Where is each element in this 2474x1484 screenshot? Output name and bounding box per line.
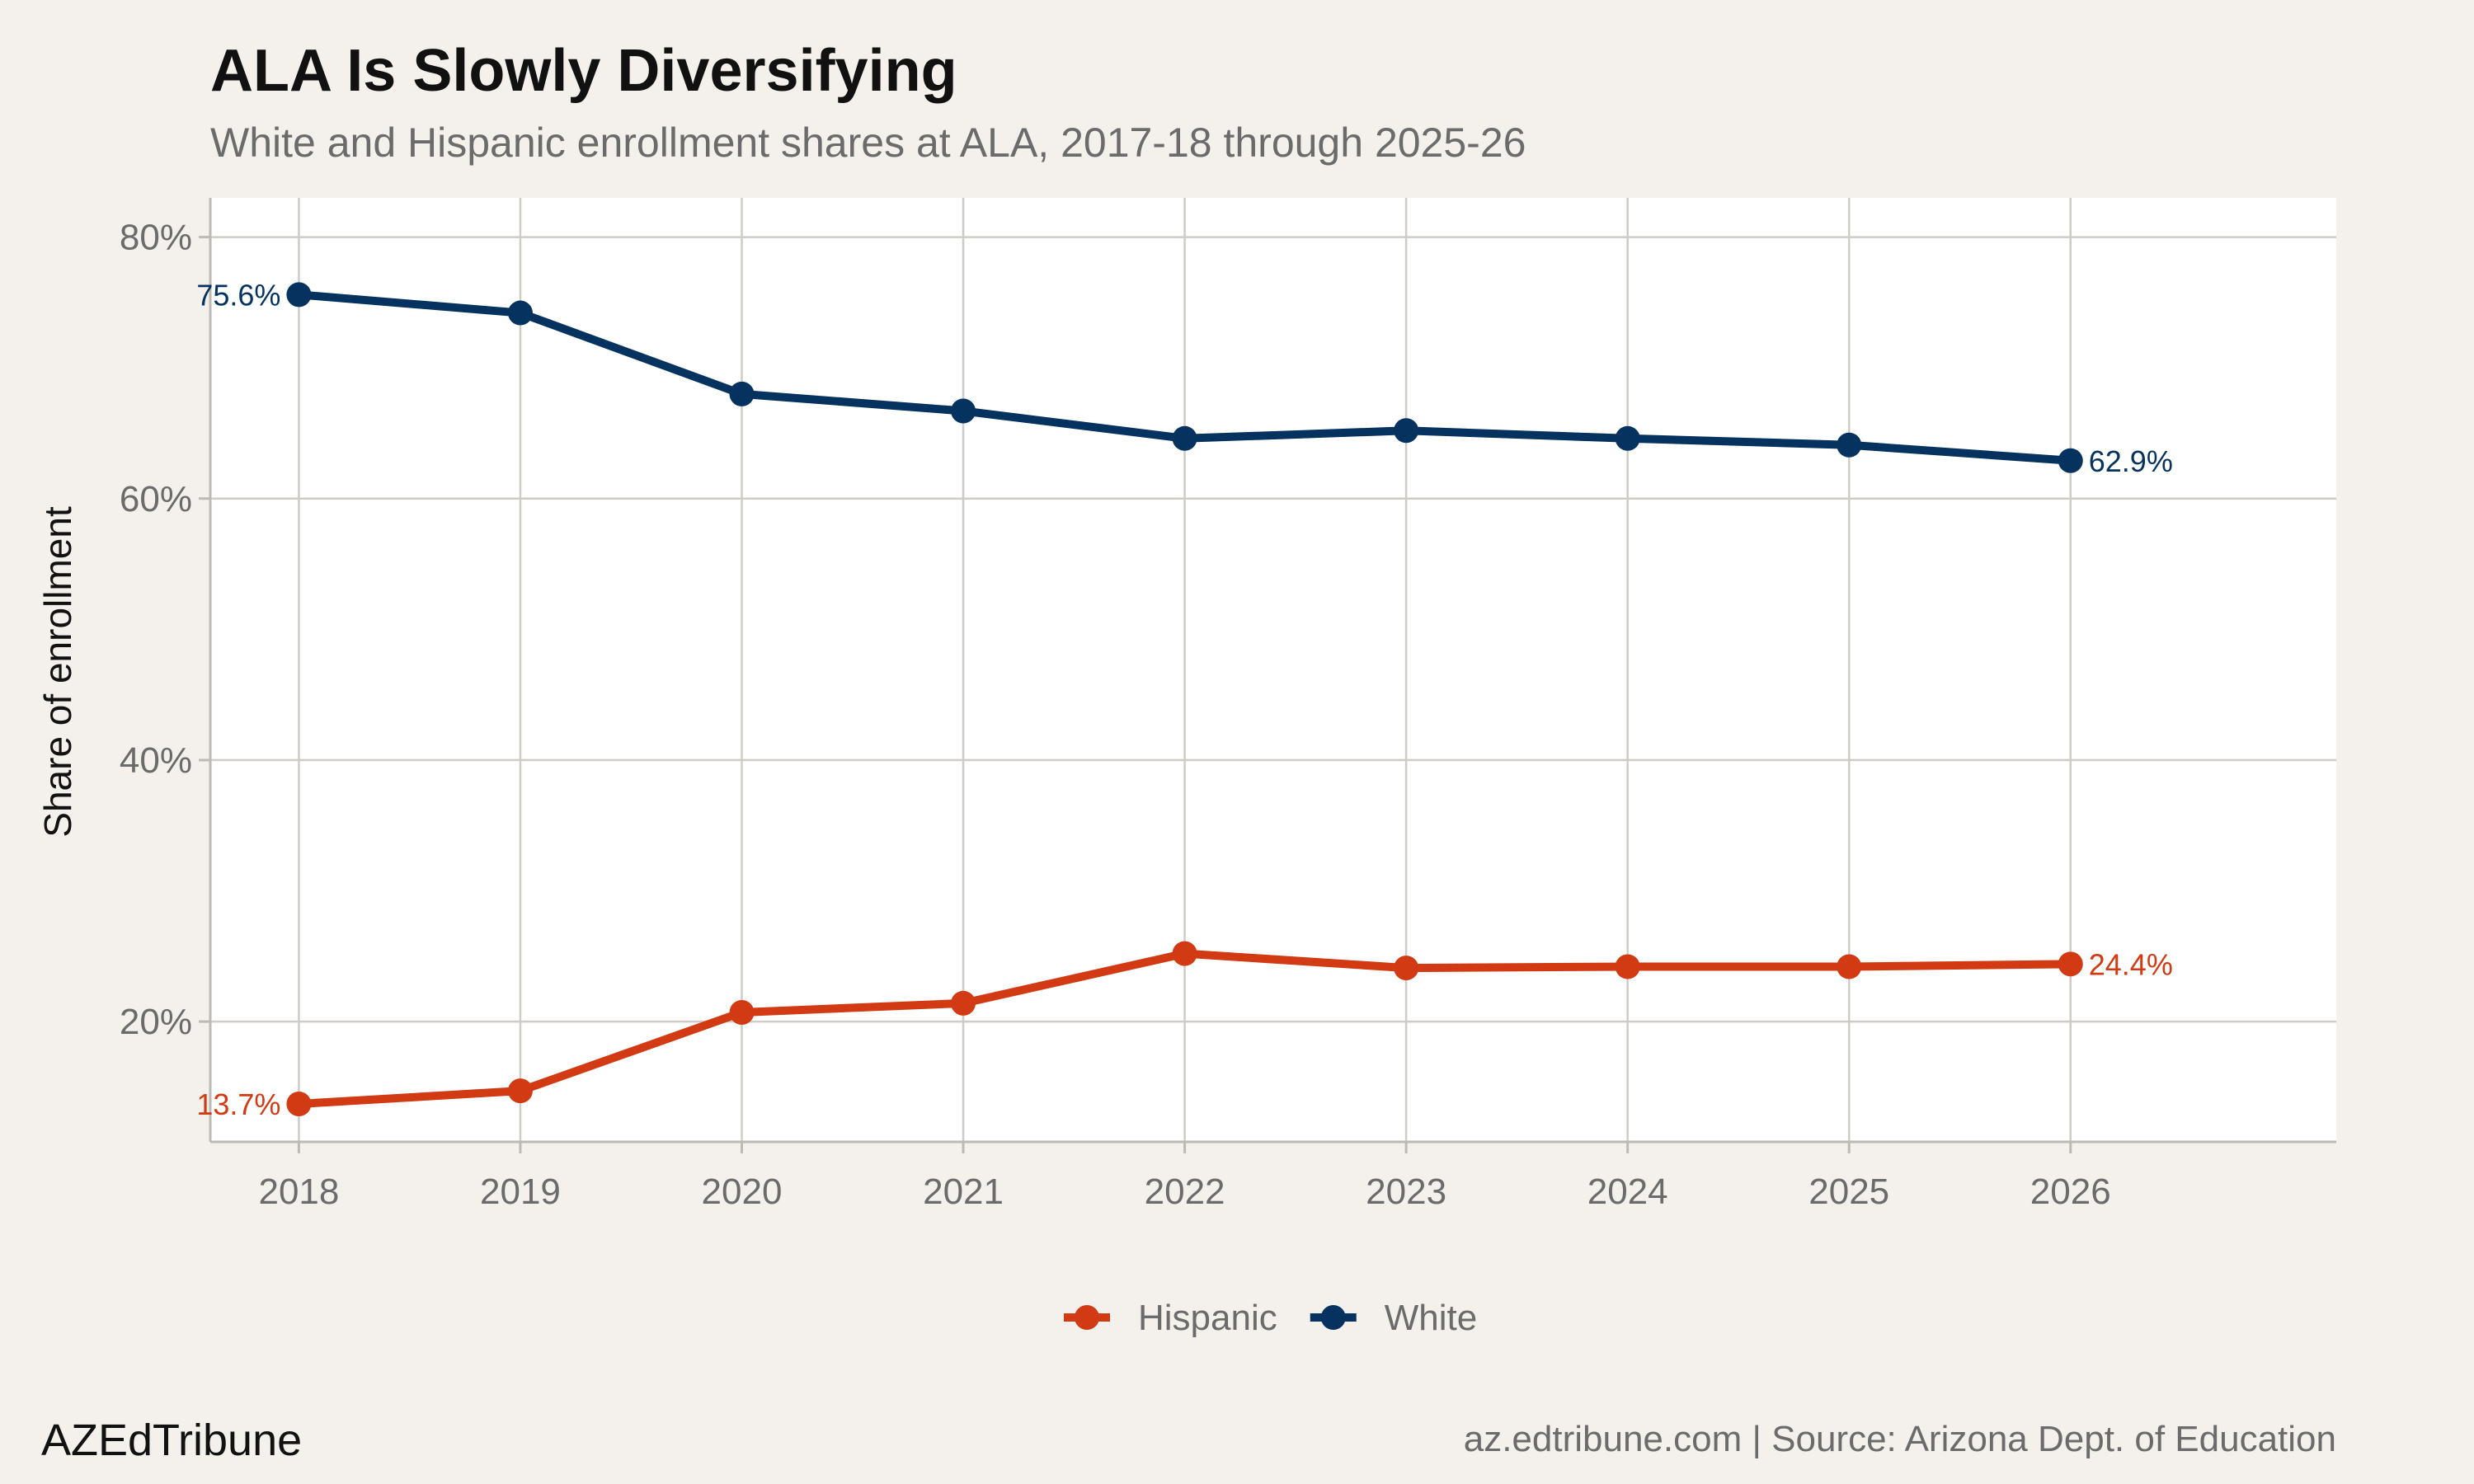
x-tick-label: 2018 [258,1172,339,1212]
data-point-hispanic [2058,951,2083,977]
x-tick-label: 2024 [1587,1172,1668,1212]
data-point-hispanic [729,999,755,1025]
y-tick-label: 40% [120,740,192,781]
end-label-white: 62.9% [2089,444,2173,478]
y-tick-label: 80% [120,218,192,258]
data-point-white [507,300,533,326]
x-tick-label: 2023 [1366,1172,1446,1212]
data-point-white [1394,418,1419,444]
data-point-hispanic [1172,941,1197,966]
data-point-white [951,398,976,424]
x-tick-label: 2026 [2030,1172,2111,1212]
y-axis-title: Share of enrollment [36,506,79,838]
series-hispanic: 13.7% 24.4% [196,941,2173,1121]
x-axis-ticks: 2018 2019 2020 2021 2022 2023 2024 2025 2026 [258,1142,2111,1212]
legend-item-white: White [1310,1298,1477,1338]
data-point-hispanic [1837,954,1862,979]
legend-label-hispanic: Hispanic [1138,1298,1277,1338]
chart-title: ALA Is Slowly Diversifying [210,38,957,104]
end-label-hispanic: 24.4% [2089,947,2173,981]
x-tick-label: 2025 [1808,1172,1889,1212]
data-point-hispanic [951,990,976,1016]
data-point-hispanic [286,1092,312,1117]
data-point-white [729,381,755,406]
start-label-white: 75.6% [196,278,280,312]
grid-lines [210,198,2336,1142]
data-point-hispanic [507,1078,533,1104]
data-point-white [2058,448,2083,473]
caption-brand: AZEdTribune [41,1416,302,1465]
legend: Hispanic White [1064,1298,1477,1338]
data-point-white [1172,425,1197,451]
data-point-white [1615,425,1640,451]
chart-subtitle: White and Hispanic enrollment shares at … [210,120,1526,166]
caption-source: az.edtribune.com | Source: Arizona Dept.… [1464,1419,2336,1459]
x-tick-label: 2022 [1145,1172,1225,1212]
data-point-hispanic [1615,954,1640,979]
series-layer: 13.7% 24.4% 75.6% 62.9% [196,278,2172,1121]
y-axis-ticks: 20% 40% 60% 80% [120,218,210,1042]
legend-label-white: White [1385,1298,1477,1338]
x-tick-label: 2020 [702,1172,783,1212]
start-label-hispanic: 13.7% [196,1087,280,1121]
x-tick-label: 2019 [480,1172,561,1212]
series-white: 75.6% 62.9% [196,278,2172,477]
data-point-white [286,282,312,308]
y-tick-label: 60% [120,479,192,519]
data-point-hispanic [1394,956,1419,981]
data-point-white [1837,432,1862,458]
legend-marker-hispanic [1075,1305,1099,1330]
legend-item-hispanic: Hispanic [1064,1298,1277,1338]
x-tick-label: 2021 [923,1172,1004,1212]
legend-marker-white [1320,1305,1346,1330]
plot-panel [210,198,2336,1142]
axes [209,198,2336,1144]
y-tick-label: 20% [120,1002,192,1042]
